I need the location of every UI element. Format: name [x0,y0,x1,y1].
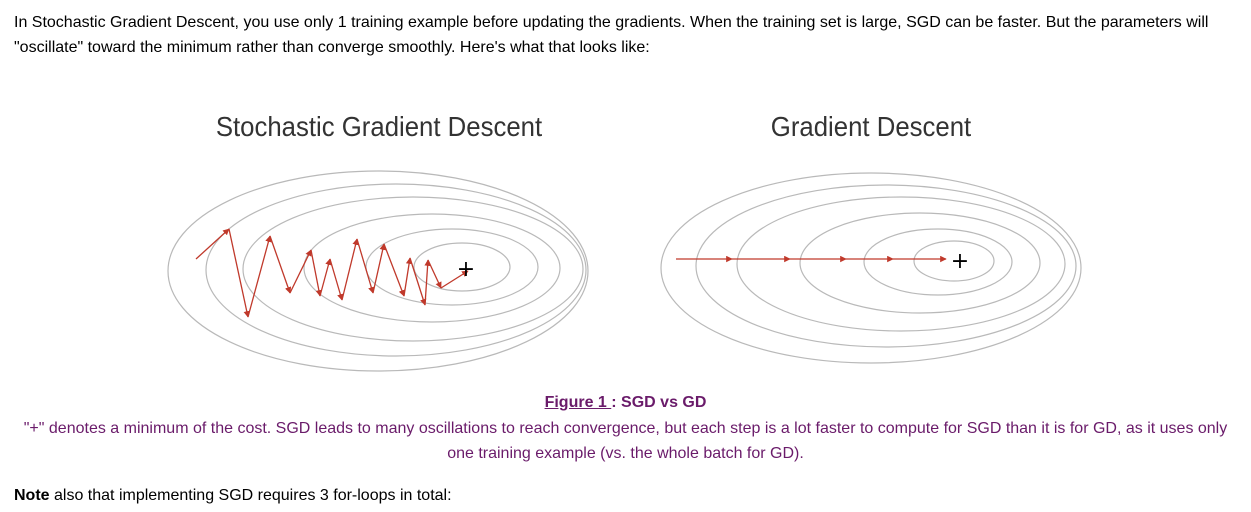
sgd-vs-gd-figure: Stochastic Gradient Descent Gradient Des… [150,98,1100,383]
sgd-step-11 [372,243,386,294]
sgd-step-7 [319,258,332,297]
gd-minimum-marker: + [951,249,969,274]
sgd-step-13 [403,257,413,297]
gd-contours [660,172,1082,364]
sgd-contour-ring-2 [205,183,587,357]
intro-paragraph: In Stochastic Gradient Descent, you use … [14,14,1209,56]
sgd-minimum-marker: + [457,257,475,282]
gd-contour-ring-5 [863,228,1013,296]
sgd-step-17 [440,270,469,289]
sgd-step-9 [341,238,359,301]
sgd-contour-ring-5 [365,228,539,306]
gd-contour-ring-1 [660,172,1082,364]
gd-contour-ring-2 [695,184,1077,348]
sgd-contour-ring-3 [242,196,584,342]
figure-caption-title: Figure 1 : SGD vs GD [0,392,1251,414]
sgd-oscillating-path [195,228,469,318]
sgd-contours [167,170,589,372]
sgd-plot-title: Stochastic Gradient Descent [216,111,543,142]
figure-1-link[interactable]: Figure 1 [544,394,612,411]
caption-separator: : [611,394,622,411]
gd-contour-ring-4 [799,212,1041,314]
sgd-step-2 [228,228,250,318]
sgd-step-1 [195,228,230,260]
gd-contour-ring-3 [736,196,1066,332]
gd-plot-title: Gradient Descent [771,111,972,142]
gd-contour-ring-6 [913,240,995,282]
sgd-contour-ring-6 [413,242,511,292]
sgd-step-15 [424,259,431,306]
note-paragraph: Note also that implementing SGD requires… [14,485,1234,507]
sgd-contour-ring-4 [303,213,561,323]
sgd-step-3 [247,235,272,318]
sgd-step-8 [329,258,344,301]
sgd-step-10 [356,238,375,294]
note-text: also that implementing SGD requires 3 fo… [49,487,452,504]
sgd-step-12 [383,243,405,297]
note-bold-label: Note [14,487,50,504]
sgd-step-16 [427,259,442,289]
sgd-step-14 [409,257,427,306]
sgd-step-4 [269,235,292,294]
figure-caption-description: "+" denotes a minimum of the cost. SGD l… [23,420,1228,462]
figure-canvas: Stochastic Gradient Descent Gradient Des… [167,111,1082,372]
sgd-step-6 [310,249,323,297]
caption-figure-title: SGD vs GD [621,394,707,411]
sgd-contour-ring-1 [167,170,589,372]
sgd-step-5 [289,249,312,294]
